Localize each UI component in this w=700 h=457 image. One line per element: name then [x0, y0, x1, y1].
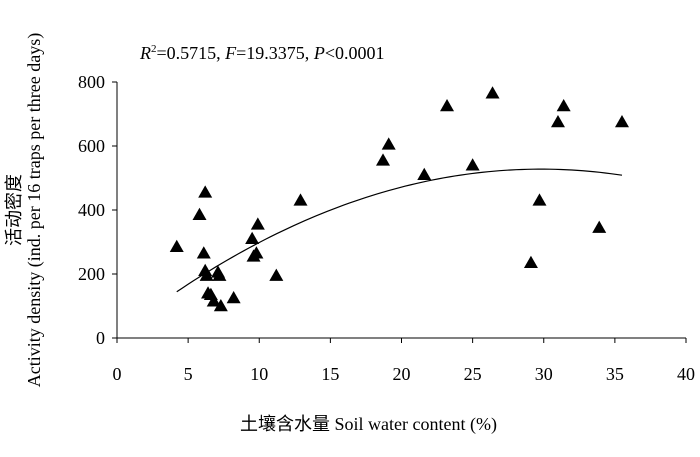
data-point-triangle	[250, 217, 265, 230]
chart-annotation: R2=0.5715, F=19.3375, P<0.0001	[139, 43, 384, 63]
x-tick-label: 30	[535, 364, 553, 384]
f-label: F	[224, 43, 237, 63]
data-point-triangle	[556, 99, 571, 112]
data-point-triangle	[417, 167, 432, 181]
data-point-triangle	[249, 246, 264, 259]
data-point-triangle	[226, 291, 241, 304]
y-axis-title: 活动密度 Activity density (ind. per 16 traps…	[4, 33, 45, 387]
data-point-triangle	[465, 158, 480, 171]
data-point-triangle	[440, 99, 455, 112]
data-point-triangle	[614, 115, 629, 128]
data-point-triangle	[269, 268, 284, 281]
data-point-triangle	[376, 153, 391, 166]
x-tick-label: 40	[677, 364, 695, 384]
data-point-triangle	[293, 193, 308, 206]
data-point-triangle	[381, 137, 396, 150]
data-point-triangle	[169, 239, 184, 253]
fit-curve	[176, 168, 623, 293]
data-point-triangle	[192, 207, 207, 221]
x-axis-ticks: 0 5 10 15 20 25 30 35 40	[113, 338, 695, 384]
data-point-triangle	[199, 268, 214, 281]
x-tick-label: 5	[184, 364, 193, 384]
x-tick-label: 15	[321, 364, 339, 384]
data-point-triangle	[196, 246, 211, 259]
data-point-triangle	[550, 115, 565, 128]
data-point-triangle	[198, 185, 213, 198]
data-point-triangle	[245, 231, 260, 245]
r2-value: =0.5715,	[157, 43, 226, 63]
p-label: P	[313, 43, 325, 63]
p-value: <0.0001	[325, 43, 385, 63]
y-tick-label: 0	[96, 328, 105, 348]
x-tick-label: 25	[464, 364, 482, 384]
y-axis-label-en: Activity density (ind. per 16 traps per …	[24, 33, 45, 387]
data-point-triangle	[532, 193, 547, 206]
r2-label: R	[139, 43, 151, 63]
y-axis-label-cn: 活动密度	[4, 174, 24, 246]
x-tick-label: 0	[113, 364, 122, 384]
data-point-triangle	[592, 220, 607, 233]
data-point-triangle	[206, 294, 221, 307]
y-tick-label: 600	[78, 136, 105, 156]
data-points	[169, 86, 629, 312]
data-point-triangle	[212, 268, 227, 281]
x-tick-label: 10	[250, 364, 268, 384]
x-tick-label: 20	[393, 364, 411, 384]
f-value: =19.3375,	[236, 43, 314, 63]
y-tick-label: 200	[78, 264, 105, 284]
x-tick-label: 35	[606, 364, 624, 384]
data-point-triangle	[213, 299, 228, 312]
y-tick-label: 800	[78, 72, 105, 92]
y-tick-label: 400	[78, 200, 105, 220]
data-point-triangle	[485, 86, 500, 99]
x-axis-label: 土壤含水量 Soil water content (%)	[240, 414, 497, 435]
r2-superscript: 2	[151, 43, 157, 55]
data-point-triangle	[523, 255, 538, 269]
y-axis-ticks: 0 200 400 600 800	[78, 72, 117, 348]
